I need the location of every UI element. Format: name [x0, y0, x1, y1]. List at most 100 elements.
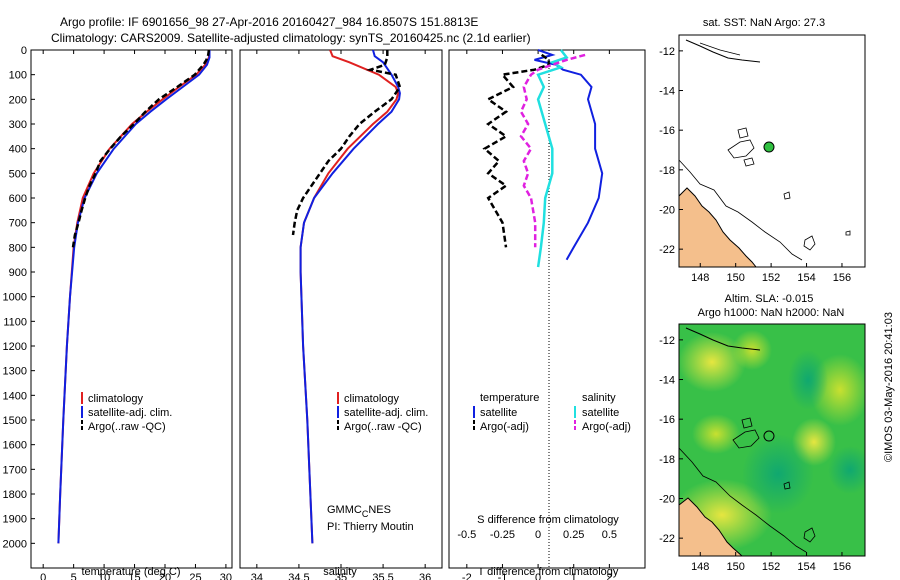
sla-low-3	[828, 446, 865, 494]
salinity-x-ticks: 34 34.5 35 35.5 36	[251, 50, 431, 580]
y-tick-label: 700	[9, 218, 27, 230]
coral-reef-1	[737, 127, 749, 139]
y-tick-label: 1000	[3, 292, 27, 304]
x-tick-label: 10	[98, 572, 110, 580]
difference-x-ticks: -2 -1 0 1 2 -0.5 -0.25 0 0.25 0.5	[457, 50, 617, 580]
legend-temp-satellite-label: satellite	[480, 407, 517, 419]
sla-high-5	[692, 414, 740, 454]
difference-legend: temperature salinity satellite Argo(-adj…	[473, 392, 631, 433]
argo-position-marker	[763, 141, 775, 153]
x2-tick-label: 0.5	[602, 529, 617, 541]
lat-tick-label: -18	[659, 454, 675, 466]
difference-axes-frame	[448, 49, 646, 569]
salinity-axes-frame	[239, 49, 443, 569]
gmmc-part: GMMC	[327, 504, 362, 516]
lon-tick-label: 148	[691, 561, 709, 573]
series-line-satellite-adj-clim-	[57, 50, 211, 544]
legend-temperature-title: temperature	[480, 392, 539, 404]
legend-climatology-label: climatology	[344, 393, 400, 405]
y-tick-label: 2000	[3, 538, 27, 550]
header-line-2: Climatology: CARS2009. Satellite-adjuste…	[51, 31, 531, 45]
lon-tick-label: 150	[727, 561, 745, 573]
header-line-1: Argo profile: IF 6901656_98 27-Apr-2016 …	[60, 15, 478, 29]
sla-map-frame	[678, 323, 866, 557]
x-tick-label: 0	[535, 572, 541, 580]
legend-sal-argo-label: Argo(-adj)	[582, 421, 631, 433]
coral-reef-sla-1	[741, 417, 753, 429]
y-tick-label: 1300	[3, 366, 27, 378]
salinity-panel: 34 34.5 35 35.5 36 climatology satellite-adj…	[239, 49, 443, 580]
sla-low-1	[742, 434, 814, 514]
s-difference-label: S difference from climatology	[477, 514, 619, 526]
series-line-salinity-argo-adj-	[519, 53, 586, 248]
continental-shelf-edge	[678, 159, 803, 261]
argo-position-marker-sla	[763, 430, 775, 442]
gmmc-sub: C	[362, 509, 369, 519]
y-tick-label: 200	[9, 94, 27, 106]
x-tick-label: 30	[220, 572, 232, 580]
x-tick-label: 34	[251, 572, 263, 580]
x-tick-label: -2	[462, 572, 472, 580]
y-tick-label: 1200	[3, 341, 27, 353]
lon-tick-label: 150	[727, 272, 745, 284]
y-tick-label: 100	[9, 70, 27, 82]
temperature-axes-frame	[30, 49, 233, 569]
y-tick-label: 1700	[3, 464, 27, 476]
lat-tick-label: -14	[659, 375, 675, 387]
y-tick-label: 500	[9, 168, 27, 180]
x-tick-label: 36	[419, 572, 431, 580]
papua-coast-sla	[685, 327, 761, 351]
y-tick-label: 400	[9, 144, 27, 156]
temperature-x-label: temperature (deg C)	[81, 566, 180, 578]
y-tick-label: 600	[9, 193, 27, 205]
x-tick-label: 5	[71, 572, 77, 580]
series-line-argo-raw-qc-	[71, 49, 211, 248]
imos-side-label: ©IMOS 03-May-2016 20:41:03	[883, 312, 895, 462]
sst-map: sat. SST: NaN Argo: 27.3 148 150 152 154 156…	[659, 17, 866, 284]
continental-shelf-edge-sla	[679, 447, 807, 553]
willis-reef	[727, 139, 755, 159]
lat-tick-label: -16	[659, 414, 675, 426]
gmmc-end: NES	[368, 504, 391, 516]
lon-tick-label: 156	[833, 561, 851, 573]
papua-coast	[685, 39, 761, 63]
sla-map-ticks: 148 150 152 154 156 -12 -14 -16 -18 -20 -22	[659, 335, 851, 573]
coral-reef-2	[743, 157, 755, 167]
sla-map: Altim. SLA: -0.015 Argo h1000: NaN h2000…	[659, 293, 866, 573]
sla-map-title-2: Argo h1000: NaN h2000: NaN	[698, 307, 845, 319]
lon-tick-label: 148	[691, 272, 709, 284]
sst-map-title: sat. SST: NaN Argo: 27.3	[703, 17, 825, 29]
x2-tick-label: 0.25	[563, 529, 584, 541]
legend-argo-label: Argo(..raw -QC)	[344, 421, 422, 433]
lat-tick-label: -22	[659, 244, 675, 256]
coral-reef-3	[783, 191, 791, 200]
lon-tick-label: 154	[797, 561, 815, 573]
sst-map-ticks: 148 150 152 154 156 -12 -14 -16 -18 -20 -22	[659, 46, 851, 284]
x-tick-label: 1	[571, 572, 577, 580]
papua-reef	[699, 42, 741, 56]
x-tick-label: -1	[498, 572, 508, 580]
x2-tick-label: 0	[535, 529, 541, 541]
coral-reef-5	[845, 230, 851, 236]
x-tick-label: 35.5	[372, 572, 393, 580]
salinity-legend: climatology satellite-adj. clim. Argo(..…	[337, 392, 428, 433]
sla-high-2	[732, 330, 772, 370]
y-tick-label: 1800	[3, 489, 27, 501]
depth-ticks: 0 100 200 300 400 500 600 700 800 900 1000 1100 1200…	[3, 45, 35, 550]
coral-reef-4	[803, 235, 816, 251]
lat-tick-label: -16	[659, 125, 675, 137]
y-tick-label: 300	[9, 119, 27, 131]
y-tick-label: 1100	[3, 316, 27, 328]
temperature-legend: climatology satellite-adj. clim. Argo(..…	[81, 392, 172, 433]
y-tick-label: 800	[9, 242, 27, 254]
series-line-temperature-satellite	[534, 49, 604, 261]
coral-reef-sla-2	[783, 481, 791, 490]
gmmc-cnes-label: GMMCCNES	[327, 504, 391, 519]
series-line-argo-raw-qc-	[291, 50, 402, 236]
difference-panel: -2 -1 0 1 2 -0.5 -0.25 0 0.25 0.5 temperature sal…	[448, 49, 646, 580]
sla-low-2	[788, 350, 828, 410]
y-tick-label: 1900	[3, 514, 27, 526]
legend-climatology-label: climatology	[88, 393, 144, 405]
legend-satellite-label: satellite-adj. clim.	[344, 407, 428, 419]
lon-tick-label: 152	[762, 561, 780, 573]
